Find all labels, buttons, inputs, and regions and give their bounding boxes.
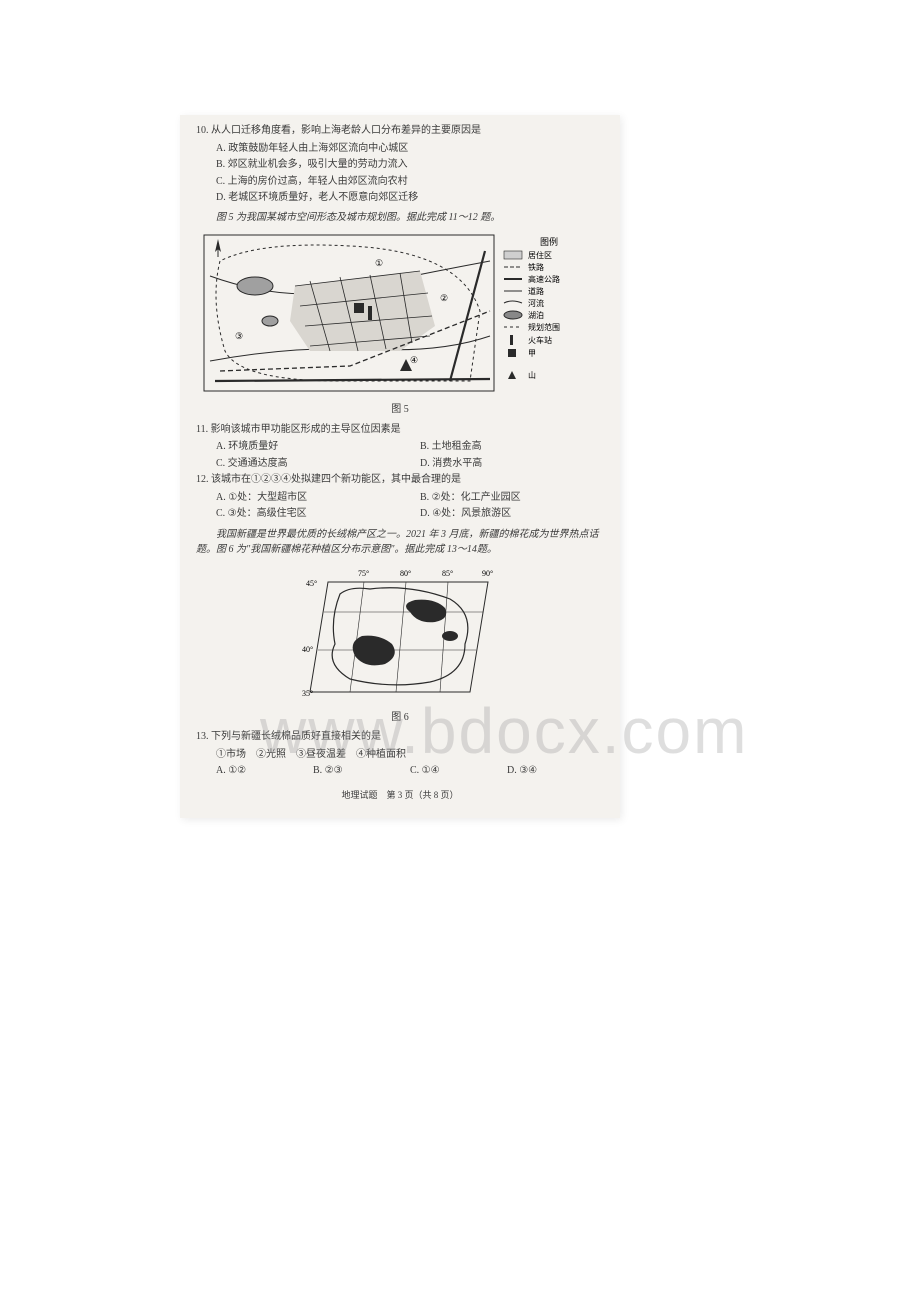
svg-text:规划范围: 规划范围 (528, 322, 560, 332)
svg-text:35°: 35° (302, 689, 313, 698)
page-footer: 地理试题 第 3 页（共 8 页） (196, 789, 604, 803)
passage-fig6: 我国新疆是世界最优质的长绒棉产区之一。2021 年 3 月底，新疆的棉花成为世界… (196, 527, 604, 558)
q10-opt-c: C. 上海的房价过高，年轻人由郊区流向农村 (196, 174, 604, 190)
q13-opt-a: A. ①② (216, 763, 313, 779)
svg-text:85°: 85° (442, 569, 453, 578)
q12-opt-b: B. ②处：化工产业园区 (400, 490, 604, 506)
q12-opt-a: A. ①处：大型超市区 (196, 490, 400, 506)
svg-text:80°: 80° (400, 569, 411, 578)
fig6-label: 图 6 (196, 710, 604, 726)
svg-text:甲: 甲 (528, 349, 536, 358)
svg-text:④: ④ (410, 355, 418, 365)
q12-stem: 12. 该城市在①②③④处拟建四个新功能区，其中最合理的是 (196, 472, 604, 488)
svg-text:铁路: 铁路 (528, 262, 544, 272)
q11-stem: 11. 影响该城市甲功能区形成的主导区位因素是 (196, 422, 604, 438)
q11-opt-b: B. 土地租金高 (400, 439, 604, 455)
q11-opt-a: A. 环境质量好 (196, 439, 400, 455)
svg-text:40°: 40° (302, 645, 313, 654)
q13-opt-b: B. ②③ (313, 763, 410, 779)
q13-items: ①市场 ②光照 ③昼夜温差 ④种植面积 (196, 747, 604, 763)
q11-opt-c: C. 交通通达度高 (196, 456, 400, 472)
figure-6: 75° 80° 85° 90° 45° 40° 35° (300, 564, 500, 704)
q10-stem: 10. 从人口迁移角度看，影响上海老龄人口分布差异的主要原因是 (196, 123, 604, 139)
passage-fig5: 图 5 为我国某城市空间形态及城市规划图。据此完成 11～12 题。 (196, 210, 604, 226)
svg-text:高速公路: 高速公路 (528, 274, 560, 284)
svg-text:湖泊: 湖泊 (528, 310, 544, 320)
svg-text:道路: 道路 (528, 286, 544, 296)
q13-opt-d: D. ③④ (507, 763, 604, 779)
exam-page: 10. 从人口迁移角度看，影响上海老龄人口分布差异的主要原因是 A. 政策鼓励年… (180, 115, 620, 818)
q13-options: A. ①② B. ②③ C. ①④ D. ③④ (196, 763, 604, 779)
svg-text:火车站: 火车站 (528, 335, 552, 345)
q13-stem: 13. 下列与新疆长绒棉品质好直接相关的是 (196, 729, 604, 745)
svg-text:90°: 90° (482, 569, 493, 578)
q13-opt-c: C. ①④ (410, 763, 507, 779)
figure-5: ① ② ③ ④ 图例 居住区 铁路 高速公路 道路 河流 湖泊 规划范围 火车站… (200, 231, 600, 396)
svg-text:①: ① (375, 258, 383, 268)
q10-opt-d: D. 老城区环境质量好，老人不愿意向郊区迁移 (196, 190, 604, 206)
q12-opt-d: D. ④处：风景旅游区 (400, 506, 604, 522)
q12-opt-c: C. ③处：高级住宅区 (196, 506, 400, 522)
svg-text:②: ② (440, 293, 448, 303)
svg-text:45°: 45° (306, 579, 317, 588)
legend-title: 图例 (540, 236, 558, 247)
svg-text:河流: 河流 (528, 298, 544, 308)
svg-text:75°: 75° (358, 569, 369, 578)
q10-opt-b: B. 郊区就业机会多，吸引大量的劳动力流入 (196, 157, 604, 173)
fig5-label: 图 5 (196, 402, 604, 418)
svg-text:③: ③ (235, 331, 243, 341)
q11-opt-d: D. 消费水平高 (400, 456, 604, 472)
svg-text:山: 山 (528, 370, 536, 380)
q10-opt-a: A. 政策鼓励年轻人由上海郊区流向中心城区 (196, 141, 604, 157)
svg-text:居住区: 居住区 (528, 250, 552, 260)
